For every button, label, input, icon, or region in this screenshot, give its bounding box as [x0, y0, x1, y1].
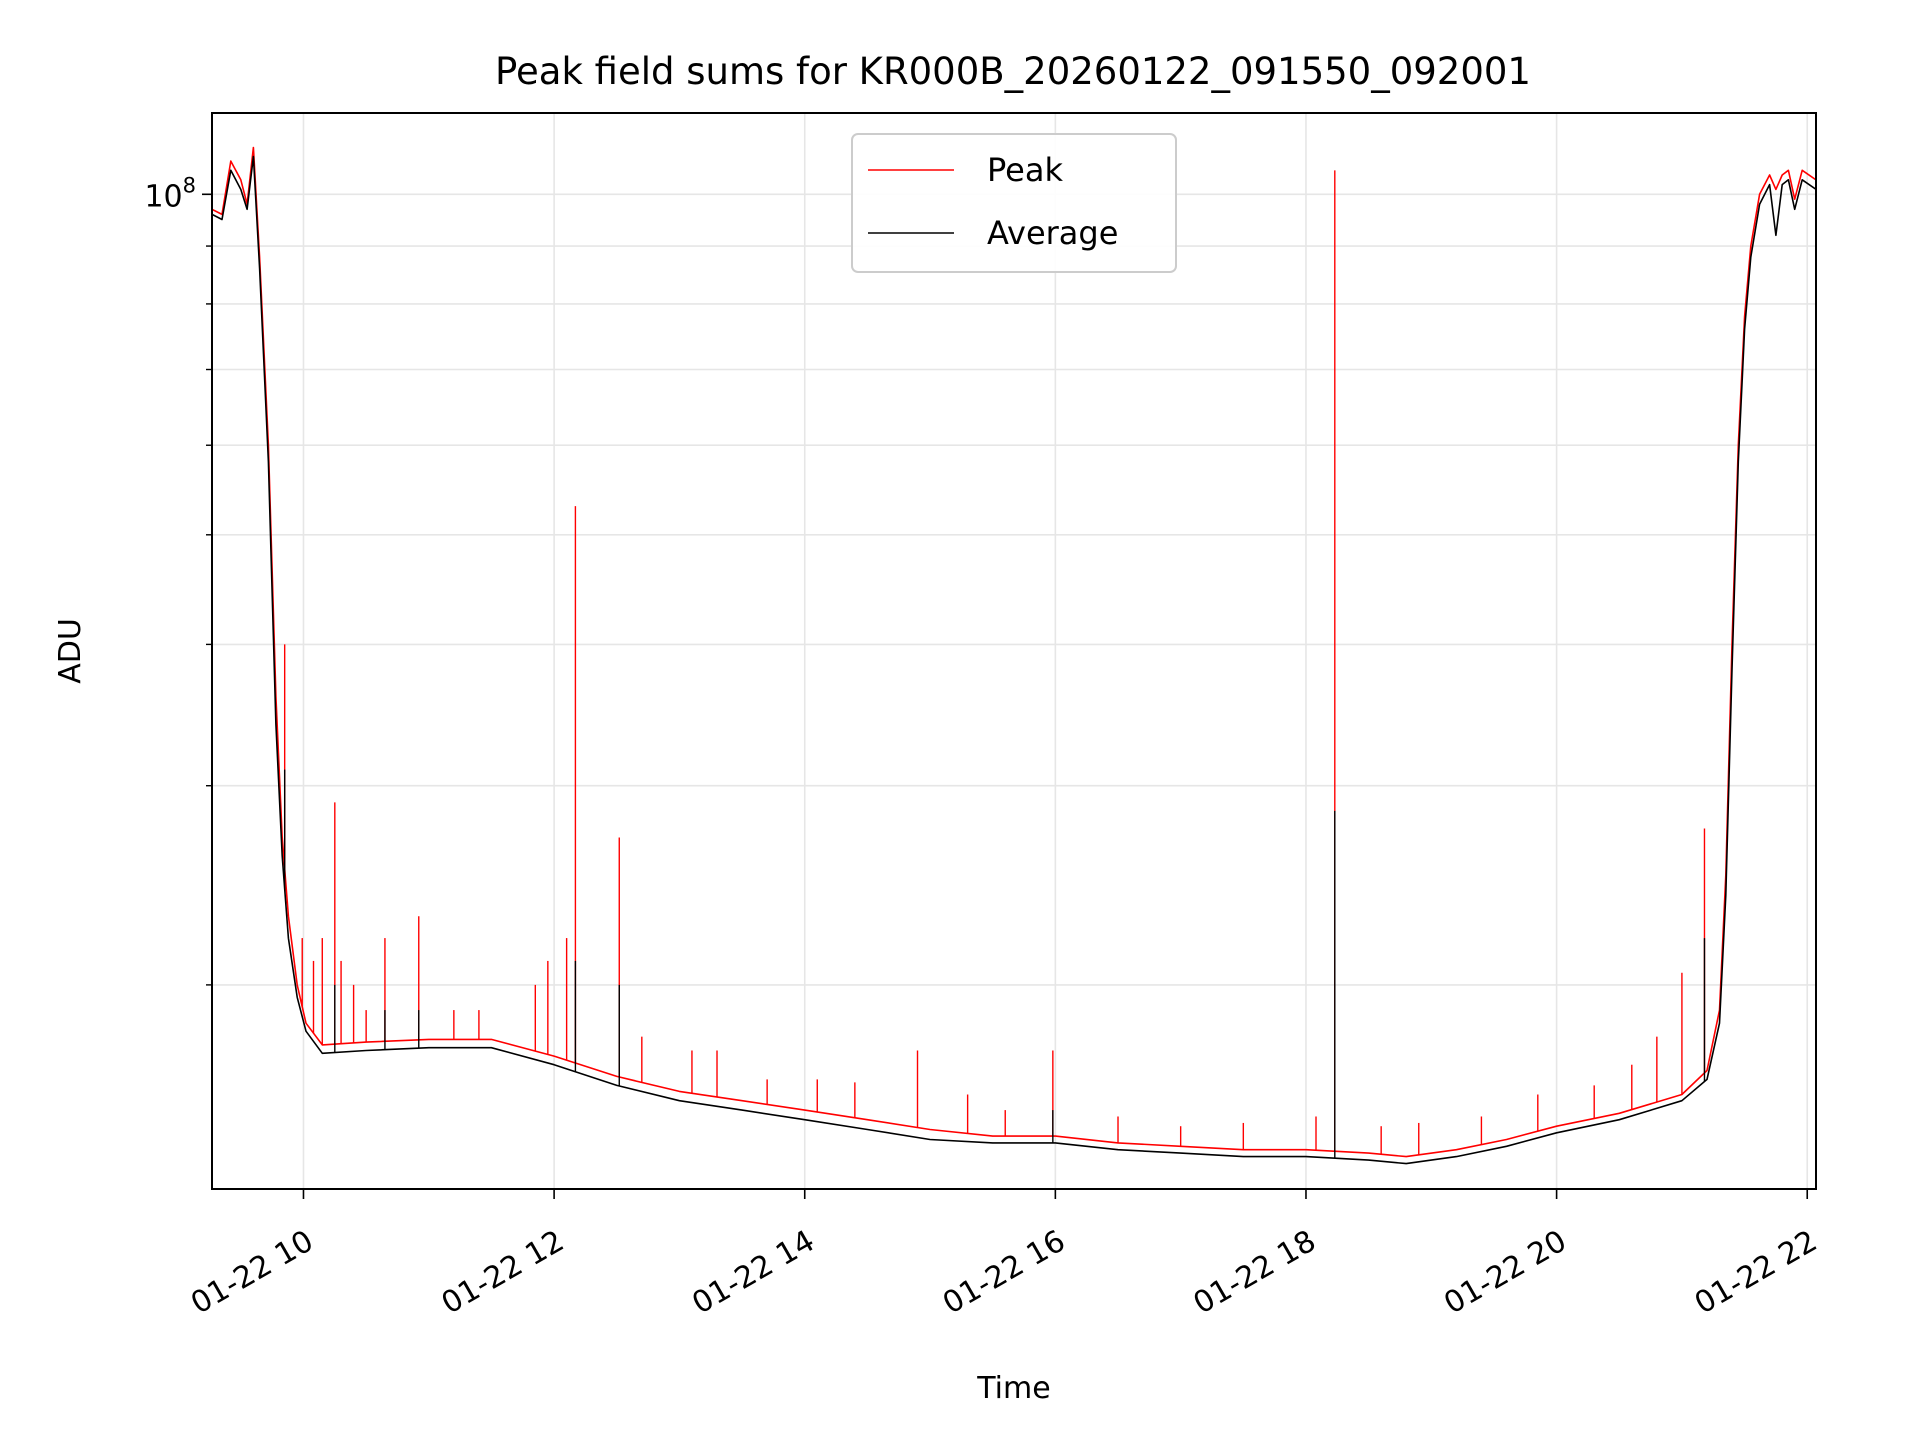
series-line-average — [212, 155, 1816, 1165]
x-axis-label: Time — [976, 1371, 1050, 1406]
chart-title: Peak field sums for KR000B_20260122_0915… — [495, 50, 1531, 93]
series-layer — [212, 146, 1816, 1165]
y-tick-label: 108 — [144, 173, 196, 214]
y-axis-label: ADU — [53, 618, 88, 684]
plot-frame — [211, 112, 1817, 1190]
series-average — [212, 155, 1816, 1165]
series-line-peak — [212, 146, 1816, 1158]
legend: Peak Average — [851, 133, 1177, 273]
legend-label-peak: Peak — [987, 151, 1063, 189]
legend-label-average: Average — [987, 214, 1118, 252]
legend-box — [851, 133, 1177, 273]
